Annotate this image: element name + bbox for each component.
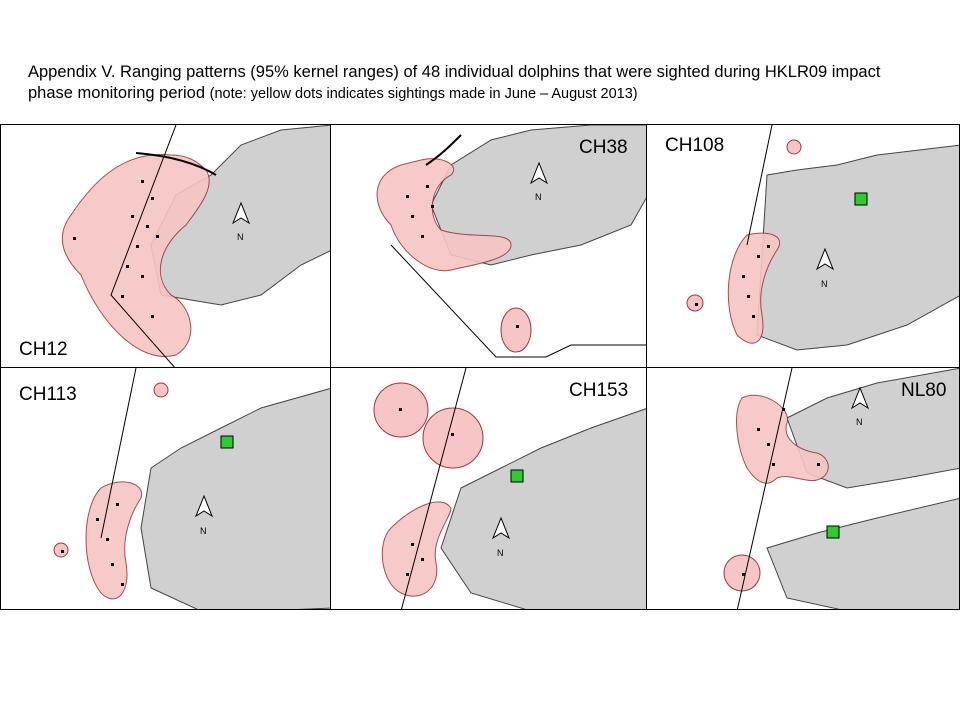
boundary-line (746, 125, 773, 246)
sighting-dots (399, 408, 454, 576)
title-note: (note: yellow dots indicates sightings m… (209, 86, 638, 102)
map-nl80: N (723, 368, 959, 609)
kernel-range (61, 154, 210, 357)
kernel-range (381, 501, 452, 597)
land-mass (756, 144, 959, 351)
north-label: N (535, 192, 542, 202)
panel-label-ch113: CH113 (19, 384, 77, 405)
north-arrow-icon (231, 201, 251, 225)
map-grid: N CH12 N CH38 (0, 124, 960, 610)
north-arrow-icon (815, 247, 835, 271)
panel-label-nl80: NL80 (901, 380, 947, 401)
sighting-dots (73, 180, 159, 318)
panel-label-ch12: CH12 (19, 339, 68, 360)
panel-label-ch153: CH153 (569, 380, 629, 401)
north-label: N (497, 548, 504, 558)
boundary-line (401, 368, 467, 609)
sighting-dots (406, 185, 519, 328)
north-arrow-icon (850, 386, 870, 410)
map-panel-ch38: N CH38 (330, 124, 647, 368)
map-ch12: N (61, 125, 330, 367)
panel-label-ch38: CH38 (579, 137, 628, 158)
land-mass (430, 125, 646, 266)
north-label: N (200, 526, 207, 536)
kernel-range (727, 232, 780, 344)
panel-label-ch108: CH108 (665, 135, 725, 156)
north-label: N (237, 232, 244, 242)
kernel-range (85, 481, 143, 600)
land-mass (140, 388, 330, 609)
north-arrow-icon (529, 161, 549, 185)
sighting-dots (695, 245, 770, 318)
north-label: N (821, 279, 828, 289)
map-ch153: N (373, 368, 646, 609)
map-panel-ch108: N CH108 (646, 124, 960, 368)
north-label: N (856, 417, 863, 427)
landing-marker (826, 525, 840, 539)
sighting-dots (742, 408, 820, 576)
boundary-line (110, 125, 177, 367)
figure-title: Appendix V. Ranging patterns (95% kernel… (28, 62, 928, 105)
landing-marker (510, 469, 524, 483)
land-mass (766, 497, 959, 609)
kernel-range (736, 394, 829, 484)
boundary-line (390, 244, 646, 358)
kernel-range (376, 158, 512, 272)
map-panel-nl80: N NL80 (646, 367, 960, 610)
kernel-range-small (422, 407, 484, 469)
bridge-line (135, 152, 217, 176)
land-mass (440, 408, 646, 609)
map-ch108: N (686, 125, 959, 351)
boundary-line (100, 368, 137, 539)
kernel-range-small (153, 382, 169, 398)
map-panel-ch12: N CH12 (0, 124, 331, 368)
landing-marker (220, 435, 234, 449)
north-arrow-icon (194, 494, 214, 518)
kernel-range-small (500, 307, 532, 353)
bridge-line (425, 134, 462, 166)
map-panel-ch113: N CH113 (0, 367, 331, 610)
sighting-dots (61, 503, 124, 586)
north-arrow-icon (491, 516, 511, 540)
kernel-range-small (786, 139, 802, 155)
map-ch113: N (53, 368, 330, 609)
title-main: Appendix V. Ranging patterns (95% kernel… (28, 63, 881, 102)
map-ch38: N (376, 125, 646, 358)
landing-marker (854, 192, 868, 206)
map-panel-ch153: N CH153 (330, 367, 647, 610)
